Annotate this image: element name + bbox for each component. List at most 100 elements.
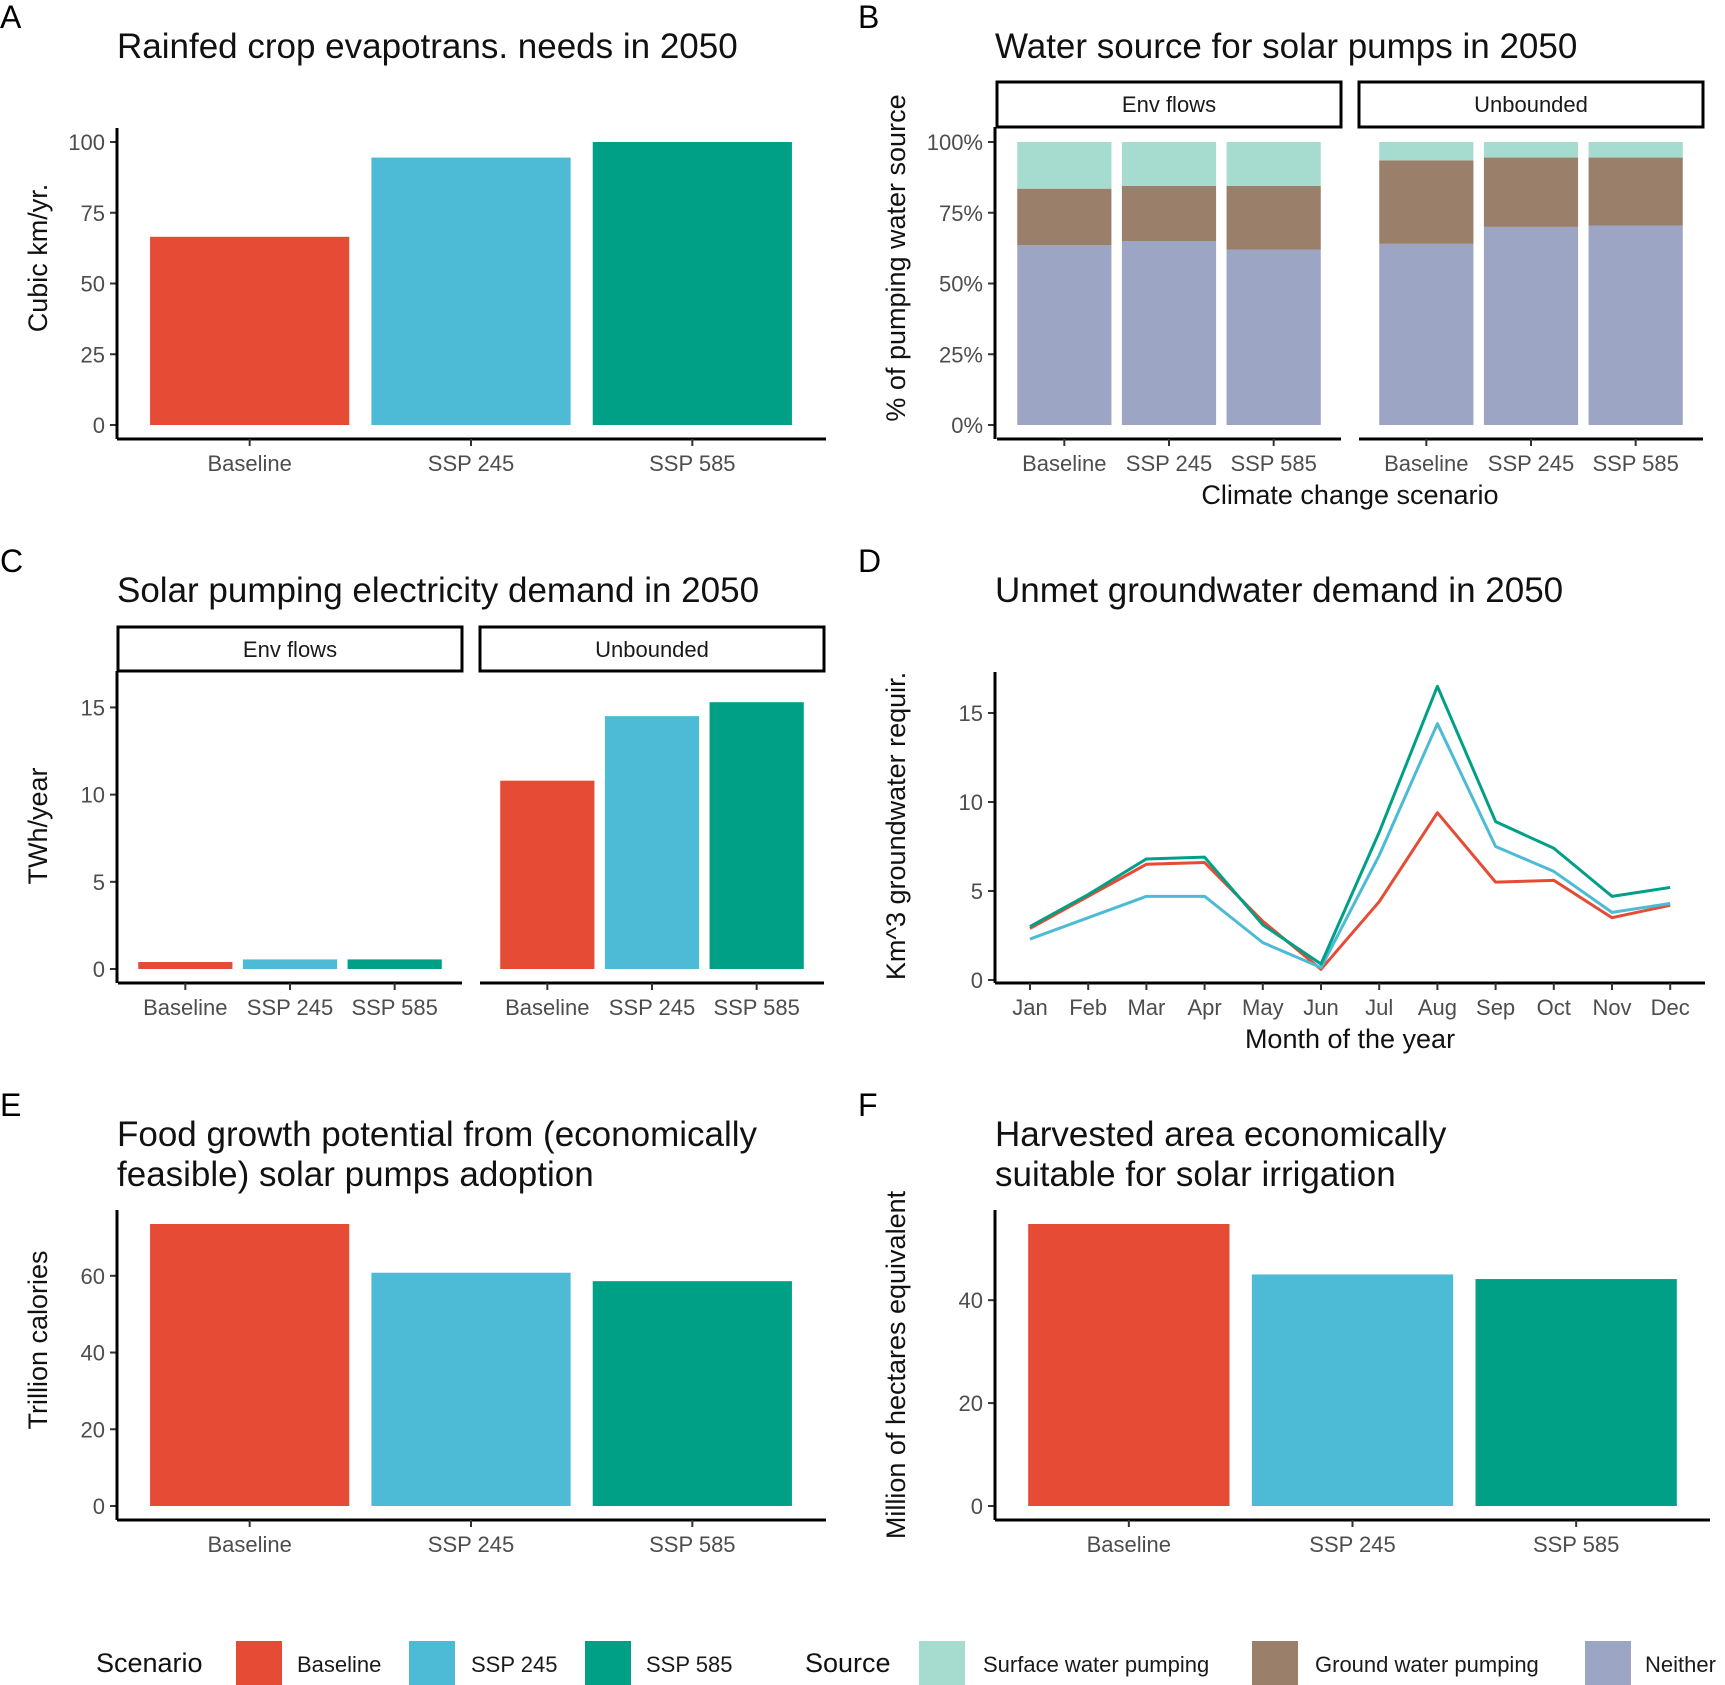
- x-tick-label: Mar: [1127, 995, 1165, 1020]
- y-tick-label: 0: [971, 1494, 983, 1519]
- x-tick-label: SSP 245: [1488, 451, 1574, 476]
- y-axis-label: Km^3 groundwater requir.: [881, 672, 911, 980]
- plot-area: 0 20 40 60 Baseline SSP 245 SSP 585: [81, 1210, 826, 1557]
- y-tick-label: 25%: [939, 342, 983, 367]
- y-tick-label: 0%: [951, 413, 983, 438]
- legend-swatch-surface-water: [919, 1641, 965, 1685]
- bar-ssp585: [592, 1281, 792, 1506]
- x-tick-label: Apr: [1187, 995, 1221, 1020]
- bar-segment-ground-water-pumping: [1121, 185, 1217, 242]
- x-tick-label: Sep: [1476, 995, 1515, 1020]
- x-axis-label: Month of the year: [1245, 1024, 1455, 1054]
- panel-letter: A: [0, 0, 22, 35]
- x-tick-label: SSP 245: [428, 451, 514, 476]
- facet-env-flows: Env flows Baseline SSP 245 SSP 585: [995, 80, 1343, 476]
- facet-env-flows: Env flows Baseline SSP 245 SSP 585: [116, 625, 464, 1020]
- y-tick-label: 40: [959, 1288, 983, 1313]
- panel-letter: B: [858, 0, 879, 35]
- legend-label: Ground water pumping: [1315, 1652, 1539, 1677]
- y-tick-label: 0: [971, 968, 983, 993]
- bar-ssp585: [709, 702, 804, 969]
- facet-strip: [995, 80, 1343, 129]
- y-axis-label: Million of hectares equivalent: [881, 1190, 911, 1539]
- bar-baseline: [150, 236, 350, 425]
- x-tick-label: Baseline: [207, 451, 291, 476]
- y-tick-label: 0: [93, 1494, 105, 1519]
- x-tick-label: SSP 585: [351, 995, 437, 1020]
- panel-f: F Harvested area economically suitable f…: [858, 1087, 1710, 1557]
- x-tick-label: SSP 245: [428, 1532, 514, 1557]
- x-tick-label: Nov: [1592, 995, 1631, 1020]
- facet-strip: [116, 625, 464, 673]
- panel-c: C Solar pumping electricity demand in 20…: [0, 543, 826, 1020]
- x-tick-label: Baseline: [207, 1532, 291, 1557]
- chart-title: Rainfed crop evapotrans. needs in 2050: [117, 27, 738, 66]
- y-tick-label: 75: [81, 201, 105, 226]
- y-tick-label: 40: [81, 1341, 105, 1366]
- facet-strip-label: Env flows: [1122, 92, 1216, 117]
- x-tick-label: Baseline: [505, 995, 589, 1020]
- x-tick-label: SSP 585: [1230, 451, 1316, 476]
- bar-segment-surface-water-pumping: [1226, 142, 1321, 186]
- y-axis-label: % of pumping water source: [881, 94, 911, 421]
- bar-segment-ground-water-pumping: [1379, 160, 1474, 244]
- x-tick-label: Feb: [1069, 995, 1107, 1020]
- line-ssp245: [1029, 722, 1671, 970]
- legend: Scenario Baseline SSP 245 SSP 585 Source…: [96, 1641, 1716, 1685]
- y-tick-label: 15: [959, 701, 983, 726]
- bar-ssp245: [242, 959, 338, 969]
- bar-segment-surface-water-pumping: [1017, 142, 1112, 189]
- x-tick-label: Jan: [1012, 995, 1047, 1020]
- chart-title: Unmet groundwater demand in 2050: [995, 571, 1563, 610]
- panel-letter: E: [0, 1087, 21, 1123]
- panel-b: B Water source for solar pumps in 2050 %…: [858, 0, 1705, 510]
- chart-title-line1: Food growth potential from (economically: [117, 1115, 758, 1154]
- panel-letter: C: [0, 543, 23, 579]
- bar-segment-surface-water-pumping: [1483, 142, 1579, 158]
- line-baseline: [1029, 811, 1671, 971]
- y-tick-label: 60: [81, 1264, 105, 1289]
- bar-segment-neither: [1226, 249, 1321, 425]
- bar-ssp245: [371, 157, 571, 425]
- plot-area: 0% 25% 50% 75% 100% Env flows Baseline SSP 245 S…: [927, 80, 1705, 476]
- bar-baseline: [138, 962, 233, 969]
- legend-swatch-baseline: [236, 1641, 282, 1685]
- y-axis-label: Cubic km/yr.: [23, 184, 53, 333]
- y-tick-label: 15: [81, 695, 105, 720]
- chart-title-line1: Harvested area economically: [995, 1115, 1447, 1154]
- bar-segment-neither: [1379, 243, 1474, 425]
- legend-label: Baseline: [297, 1652, 381, 1677]
- y-tick-label: 10: [959, 790, 983, 815]
- legend-swatch-ground-water: [1252, 1641, 1298, 1685]
- x-tick-label: Baseline: [143, 995, 227, 1020]
- panel-d: D Unmet groundwater demand in 2050 Km^3 …: [858, 543, 1705, 1054]
- panel-letter: F: [858, 1087, 878, 1123]
- bar-segment-ground-water-pumping: [1226, 185, 1321, 250]
- legend-swatch-ssp245: [409, 1641, 455, 1685]
- plot-area: 0 20 40 Baseline SSP 245 SSP 585: [959, 1210, 1710, 1557]
- y-tick-label: 100: [68, 130, 105, 155]
- x-tick-label: SSP 245: [247, 995, 333, 1020]
- bar-baseline: [150, 1224, 350, 1506]
- y-tick-label: 0: [93, 413, 105, 438]
- panel-a: A Rainfed crop evapotrans. needs in 2050…: [0, 0, 826, 476]
- x-tick-label: Dec: [1651, 995, 1690, 1020]
- facet-strip: [1357, 80, 1705, 129]
- bar-ssp245: [371, 1272, 571, 1506]
- x-tick-label: SSP 585: [1533, 1532, 1619, 1557]
- y-tick-label: 0: [93, 957, 105, 982]
- bar-segment-neither: [1483, 226, 1579, 425]
- chart-title-line2: suitable for solar irrigation: [995, 1155, 1396, 1194]
- y-tick-label: 5: [971, 879, 983, 904]
- x-tick-label: SSP 585: [713, 995, 799, 1020]
- x-tick-label: SSP 585: [649, 1532, 735, 1557]
- bar-baseline: [1028, 1224, 1230, 1506]
- legend-swatch-neither: [1585, 1641, 1631, 1685]
- x-tick-label: SSP 245: [1309, 1532, 1395, 1557]
- bar-segment-neither: [1017, 245, 1112, 425]
- y-tick-label: 20: [959, 1391, 983, 1416]
- chart-title: Water source for solar pumps in 2050: [995, 27, 1577, 66]
- chart-title-line2: feasible) solar pumps adoption: [117, 1155, 594, 1194]
- facet-unbounded: Unbounded Baseline SSP 245 SSP 585: [1357, 80, 1705, 476]
